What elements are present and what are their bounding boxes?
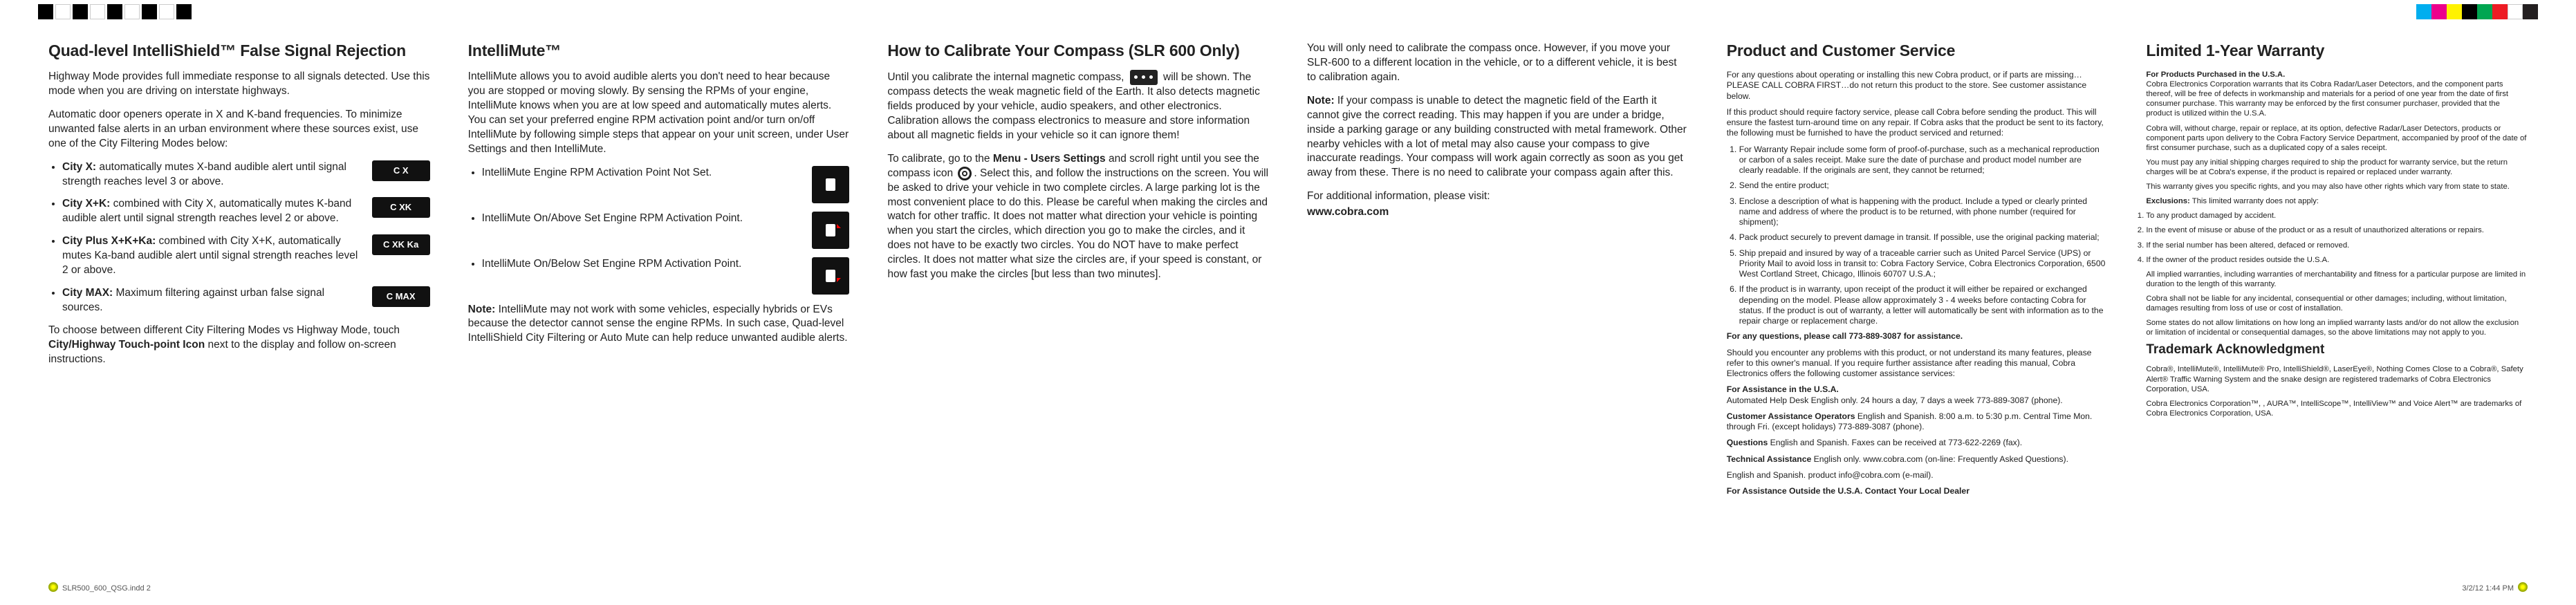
service-steps: For Warranty Repair include some form of… <box>1727 145 2109 327</box>
list-item: In the event of misuse or abuse of the p… <box>2146 225 2528 235</box>
list-item: Pack product securely to prevent damage … <box>1739 232 2109 243</box>
text: For Assistance Outside the U.S.A. Contac… <box>1727 486 2109 496</box>
list-item: If the serial number has been altered, d… <box>2146 241 2528 250</box>
registration-bar-top <box>38 4 192 19</box>
list-item: Enclose a description of what is happeni… <box>1739 196 2109 228</box>
list-item: City MAX: Maximum filtering against urba… <box>62 286 430 315</box>
col-compass-info: You will only need to calibrate the comp… <box>1307 41 1689 564</box>
url: www.cobra.com <box>1307 205 1689 220</box>
text: Cobra Electronics Corporation™, , AURA™,… <box>2146 399 2528 418</box>
heading-compass: How to Calibrate Your Compass (SLR 600 O… <box>887 41 1269 60</box>
city-xk-icon: C XK <box>372 197 430 218</box>
list-item: For Warranty Repair include some form of… <box>1739 145 2109 176</box>
text: You must pay any initial shipping charge… <box>2146 158 2528 177</box>
rpm-below-icon <box>812 257 849 295</box>
rpm-notset-icon <box>812 166 849 203</box>
heading-service: Product and Customer Service <box>1727 41 2109 60</box>
intellimute-list: IntelliMute Engine RPM Activation Point … <box>468 166 850 295</box>
text: To choose between different City Filteri… <box>48 324 430 367</box>
city-modes-list: City X: automatically mutes X-band audib… <box>48 160 430 315</box>
list-item: To any product damaged by accident. <box>2146 211 2528 221</box>
text: Automatic door openers operate in X and … <box>48 108 430 151</box>
heading-intellishield: Quad-level IntelliShield™ False Signal R… <box>48 41 430 60</box>
text: For any questions about operating or ins… <box>1727 70 2109 102</box>
text: For any questions, please call 773-889-3… <box>1727 331 2109 342</box>
note: Note: IntelliMute may not work with some… <box>468 303 850 346</box>
col-compass-calibrate: How to Calibrate Your Compass (SLR 600 O… <box>887 41 1269 564</box>
col-intellimute: IntelliMute™ IntelliMute allows you to a… <box>468 41 850 564</box>
text: For Assistance in the U.S.A.Automated He… <box>1727 384 2109 406</box>
compass-icon <box>958 167 972 180</box>
city-x-icon: C X <box>372 160 430 181</box>
list-item: City X+K: combined with City X, automati… <box>62 197 430 226</box>
text: Until you calibrate the internal magneti… <box>887 70 1269 143</box>
note: Note: If your compass is unable to detec… <box>1307 94 1689 181</box>
text: English and Spanish. product info@cobra.… <box>1727 470 2109 481</box>
text: You will only need to calibrate the comp… <box>1307 41 1689 85</box>
text: Technical Assistance English only. www.c… <box>1727 454 2109 465</box>
text: IntelliMute allows you to avoid audible … <box>468 70 850 157</box>
list-item: City Plus X+K+Ka: combined with City X+K… <box>62 234 430 278</box>
text: For Products Purchased in the U.S.A.Cobr… <box>2146 70 2528 119</box>
text: Highway Mode provides full immediate res… <box>48 70 430 99</box>
text: For additional information, please visit… <box>1307 189 1689 204</box>
exclusions-list: To any product damaged by accident. In t… <box>2146 211 2528 264</box>
text: Exclusions: This limited warranty does n… <box>2146 196 2528 206</box>
text: All implied warranties, including warran… <box>2146 270 2528 289</box>
list-item: IntelliMute On/Below Set Engine RPM Acti… <box>482 257 850 295</box>
list-item: Send the entire product; <box>1739 180 2109 191</box>
text: To calibrate, go to the Menu - Users Set… <box>887 152 1269 282</box>
list-item: If the owner of the product resides outs… <box>2146 255 2528 265</box>
list-item: IntelliMute Engine RPM Activation Point … <box>482 166 850 203</box>
rpm-above-icon <box>812 212 849 249</box>
heading-warranty: Limited 1-Year Warranty <box>2146 41 2528 60</box>
col-warranty: Limited 1-Year Warranty For Products Pur… <box>2146 41 2528 564</box>
text: Cobra will, without charge, repair or re… <box>2146 124 2528 153</box>
list-item: Ship prepaid and insured by way of a tra… <box>1739 248 2109 280</box>
list-item: IntelliMute On/Above Set Engine RPM Acti… <box>482 212 850 249</box>
footer-timestamp: 3/2/12 1:44 PM <box>2462 582 2528 593</box>
heading-intellimute: IntelliMute™ <box>468 41 850 60</box>
footer-filename: SLR500_600_QSG.indd 2 <box>48 582 151 593</box>
city-xkka-icon: C XK Ka <box>372 234 430 255</box>
heading-trademark: Trademark Acknowledgment <box>2146 342 2528 357</box>
text: Customer Assistance Operators English an… <box>1727 411 2109 433</box>
text: Cobra shall not be liable for any incide… <box>2146 294 2528 313</box>
text: Some states do not allow limitations on … <box>2146 318 2528 337</box>
text: Questions English and Spanish. Faxes can… <box>1727 438 2109 448</box>
text: This warranty gives you specific rights,… <box>2146 182 2528 192</box>
text: Cobra®, IntelliMute®, IntelliMute® Pro, … <box>2146 364 2528 393</box>
text: If this product should require factory s… <box>1727 107 2109 139</box>
list-item: If the product is in warranty, upon rece… <box>1739 284 2109 326</box>
page-content: Quad-level IntelliShield™ False Signal R… <box>48 41 2528 564</box>
col-intellishield: Quad-level IntelliShield™ False Signal R… <box>48 41 430 564</box>
color-bar-top <box>2416 4 2538 19</box>
city-max-icon: C MAX <box>372 286 430 307</box>
list-item: City X: automatically mutes X-band audib… <box>62 160 430 189</box>
col-customer-service: Product and Customer Service For any que… <box>1727 41 2109 564</box>
compass-uncalibrated-icon <box>1130 70 1158 85</box>
text: Should you encounter any problems with t… <box>1727 348 2109 380</box>
